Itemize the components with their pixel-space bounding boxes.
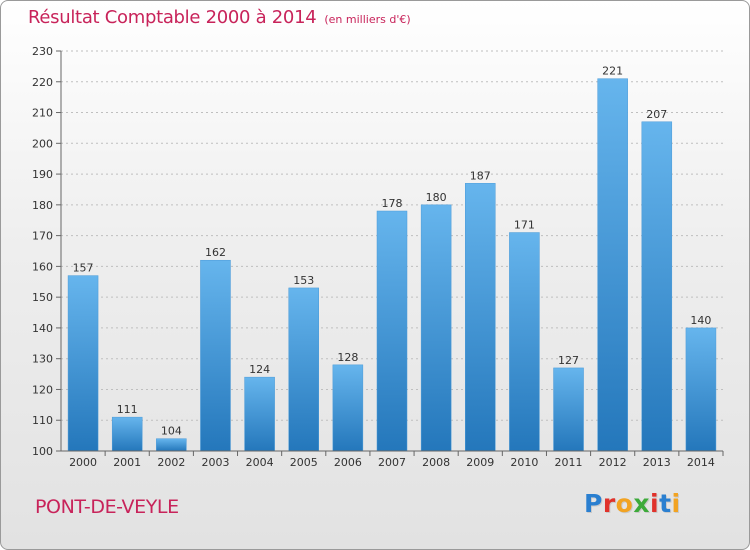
x-tick-label: 2004	[246, 456, 274, 469]
bar	[156, 438, 187, 452]
chart-title: Résultat Comptable 2000 à 2014 (en millie…	[28, 7, 411, 28]
bar	[376, 210, 408, 452]
data-label: 111	[117, 403, 138, 416]
x-tick-label: 2009	[466, 456, 494, 469]
data-label: 187	[470, 169, 491, 182]
logo-letter: t	[659, 489, 672, 518]
y-tick-label: 140	[32, 322, 53, 335]
logo-letter: i	[671, 489, 681, 518]
x-tick-label: 2002	[157, 456, 185, 469]
y-tick-label: 230	[32, 45, 53, 58]
y-tick-label: 130	[32, 353, 53, 366]
data-label: 157	[73, 262, 94, 275]
bar	[641, 121, 673, 452]
y-tick-label: 200	[32, 137, 53, 150]
x-tick-label: 2013	[643, 456, 671, 469]
x-tick-label: 2010	[510, 456, 538, 469]
chart-title-text: Résultat Comptable 2000 à 2014	[28, 7, 317, 28]
y-tick-label: 180	[32, 199, 53, 212]
bar	[244, 376, 275, 452]
data-label: 171	[514, 219, 535, 232]
y-tick-label: 110	[32, 414, 53, 427]
bar	[553, 367, 584, 452]
data-label: 104	[161, 425, 182, 438]
chart-unit: (en milliers d'€)	[324, 13, 411, 26]
x-tick-label: 2005	[290, 456, 318, 469]
bar	[465, 183, 496, 452]
bar	[685, 327, 717, 452]
bar	[332, 364, 364, 452]
logo-letter: x	[633, 489, 650, 518]
bar	[111, 416, 143, 452]
data-label: 207	[646, 108, 667, 121]
x-tick-label: 2000	[69, 456, 97, 469]
logo-letter: P	[584, 489, 603, 518]
y-tick-label: 170	[32, 230, 53, 243]
location-label: PONT-DE-VEYLE	[35, 496, 179, 518]
logo-letter: o	[615, 489, 634, 518]
y-tick-label: 220	[32, 76, 53, 89]
y-tick-label: 210	[32, 107, 53, 120]
y-tick-label: 100	[32, 445, 53, 458]
x-tick-label: 2003	[201, 456, 229, 469]
bar	[200, 259, 231, 452]
x-tick-label: 2007	[378, 456, 406, 469]
data-label: 153	[293, 274, 314, 287]
bar	[420, 204, 452, 452]
logo-letter: i	[650, 489, 660, 518]
bar	[597, 78, 628, 452]
bar	[288, 287, 319, 452]
data-label: 180	[426, 191, 447, 204]
bar	[67, 275, 99, 452]
data-label: 127	[558, 354, 579, 367]
data-label: 128	[337, 351, 358, 364]
y-tick-label: 190	[32, 168, 53, 181]
x-tick-label: 2011	[555, 456, 583, 469]
x-tick-label: 2014	[687, 456, 715, 469]
data-label: 178	[382, 197, 403, 210]
data-label: 140	[690, 314, 711, 327]
data-label: 124	[249, 363, 270, 376]
data-label: 221	[602, 65, 623, 78]
y-tick-label: 160	[32, 260, 53, 273]
x-tick-label: 2012	[599, 456, 627, 469]
bar	[509, 232, 540, 452]
logo-letter: r	[602, 489, 616, 518]
x-tick-label: 2006	[334, 456, 362, 469]
proxiti-logo: Proxiti	[584, 489, 681, 518]
x-tick-label: 2001	[113, 456, 141, 469]
data-label: 162	[205, 246, 226, 259]
bar-chart: 157 111 104 162 124 153 128 178 180 187 171 127 221 2…	[32, 45, 724, 469]
y-tick-label: 120	[32, 383, 53, 396]
y-tick-label: 150	[32, 291, 53, 304]
x-tick-label: 2008	[422, 456, 450, 469]
